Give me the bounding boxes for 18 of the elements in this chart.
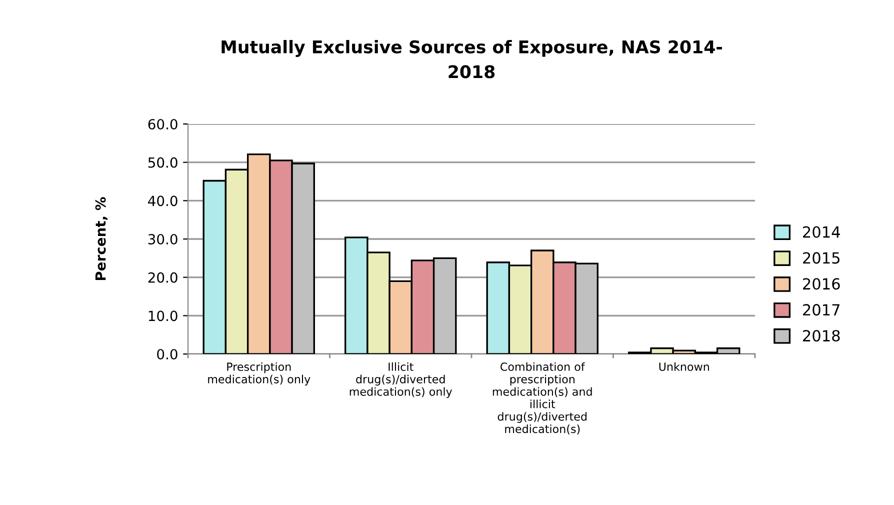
x-tick-label: Prescription medication(s) only	[208, 362, 310, 386]
y-tick-label: 50.0	[148, 157, 178, 168]
x-tick-label: Illicit drug(s)/diverted medication(s) only	[350, 362, 452, 398]
legend-label: 2016	[803, 278, 840, 290]
y-tick-label: 30.0	[148, 234, 178, 244]
y-tick-label: 0.0	[157, 348, 178, 360]
y-tick-label: 60.0	[148, 118, 178, 130]
x-tick-label: Combination of prescription medication(s) and illicit drug(s)/diverted medication(s)	[492, 362, 592, 434]
y-tick-label: 20.0	[148, 272, 178, 283]
y-tick-label: 40.0	[148, 196, 178, 206]
legend-label: 2014	[803, 226, 840, 238]
legend-label: 2018	[803, 330, 840, 342]
legend-label: 2017	[803, 304, 840, 316]
y-tick-label: 10.0	[148, 310, 178, 322]
x-tick-label: Unknown	[659, 362, 709, 371]
legend-label: 2015	[803, 252, 840, 264]
y-axis-title: Percent, %	[95, 197, 108, 280]
chart-title: Mutually Exclusive Sources of Exposure, NAS 2014- 2018	[222, 40, 722, 78]
